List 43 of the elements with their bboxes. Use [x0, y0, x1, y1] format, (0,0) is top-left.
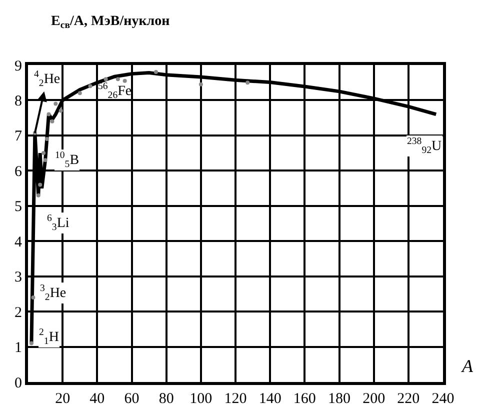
x-tick-label: 20 — [55, 391, 70, 407]
x-tick-label: 60 — [124, 391, 140, 407]
x-tick-label: 80 — [158, 391, 174, 407]
point — [29, 341, 34, 346]
y-tick-label: 7 — [14, 128, 22, 145]
point — [36, 193, 40, 198]
x-tick-label: 140 — [258, 391, 282, 407]
x-tick-label: 220 — [397, 391, 420, 407]
point — [45, 136, 50, 141]
y-axis-title: E$_{св}$/A, МэВ/нуклон — [51, 14, 170, 31]
point — [46, 112, 51, 116]
x-tick-label: 160 — [293, 391, 316, 407]
point — [104, 77, 108, 82]
x-tick-label: 180 — [328, 391, 350, 407]
point — [154, 70, 158, 74]
point — [58, 108, 63, 113]
y-tick-label: 5 — [14, 199, 22, 216]
point — [54, 102, 58, 106]
y-tick-label: 6 — [14, 164, 22, 180]
point — [31, 295, 36, 300]
y-tick-label: 1 — [14, 340, 22, 356]
x-tick-label: 200 — [362, 391, 386, 407]
x-tick-label: 40 — [90, 391, 105, 407]
point — [88, 84, 92, 88]
y-tick-label: 9 — [14, 58, 22, 74]
y-tick-label: 3 — [14, 270, 22, 286]
point — [43, 158, 48, 162]
y-tick-label: 2 — [14, 304, 22, 321]
point — [198, 82, 203, 86]
y-tick-label: 4 — [14, 234, 22, 250]
x-axis-title: A — [461, 356, 474, 376]
x-tick-label: 240 — [432, 391, 454, 407]
point — [122, 78, 127, 83]
point — [246, 80, 250, 85]
x-tick-label: 120 — [224, 391, 247, 407]
point — [78, 91, 82, 96]
point — [116, 77, 120, 82]
y-tick-label: 0 — [14, 375, 22, 392]
point — [50, 119, 54, 124]
point — [42, 151, 46, 156]
point — [38, 182, 42, 187]
x-tick-label: 100 — [190, 391, 212, 407]
y-tick-label: 8 — [14, 93, 22, 110]
